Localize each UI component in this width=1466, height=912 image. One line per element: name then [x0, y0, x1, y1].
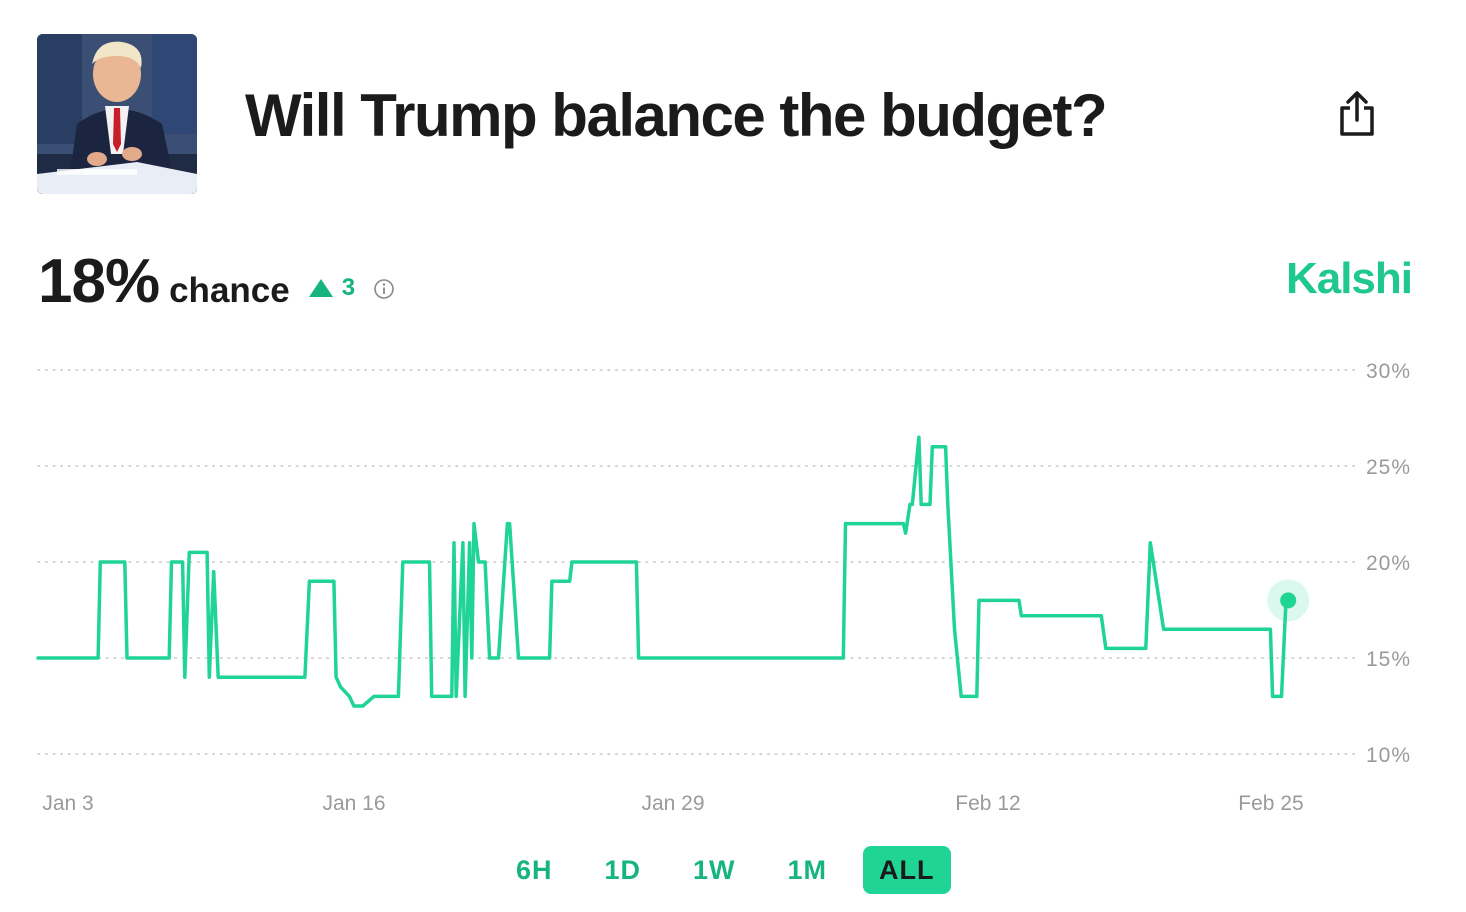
tab-6h[interactable]: 6H	[516, 855, 553, 885]
timeframe-tabs: 6H 1D 1W 1M ALL	[500, 846, 951, 894]
x-tick-label: Jan 3	[42, 792, 93, 815]
up-triangle-icon	[308, 279, 333, 297]
market-title: Will Trump balance the budget?	[245, 82, 1108, 149]
y-tick-label: 20%	[1366, 552, 1411, 575]
x-tick-label: Feb 12	[955, 792, 1020, 815]
market-photo	[37, 34, 197, 194]
x-tick-label: Jan 29	[641, 792, 704, 815]
y-tick-label: 30%	[1366, 360, 1411, 383]
probability-value: 18%	[38, 247, 160, 316]
info-icon	[374, 279, 394, 299]
y-tick-label: 25%	[1366, 456, 1411, 479]
source-brand: Kalshi	[1285, 254, 1413, 303]
x-tick-label: Feb 25	[1238, 792, 1303, 815]
tab-1d[interactable]: 1D	[604, 855, 642, 885]
probability-row: 18% chance 3	[38, 246, 395, 318]
change-value: 3	[341, 274, 356, 301]
market-thumbnail	[37, 34, 197, 194]
probability-chart: 30% 25% 20% 15% 10% Jan 3 Jan 16 Jan 29 Feb 12 F…	[36, 360, 1411, 815]
last-point-marker[interactable]	[1280, 592, 1297, 609]
y-tick-label: 15%	[1366, 648, 1411, 671]
y-tick-label: 10%	[1366, 744, 1411, 767]
tab-1w[interactable]: 1W	[693, 855, 736, 885]
tab-all[interactable]: ALL	[863, 846, 951, 894]
info-button[interactable]	[373, 278, 395, 305]
chance-label: chance	[169, 271, 290, 310]
share-icon	[1340, 91, 1374, 136]
share-button[interactable]	[1336, 88, 1378, 140]
series-line-yes	[36, 435, 1290, 708]
change-indicator: 3	[308, 274, 355, 302]
tab-1m[interactable]: 1M	[787, 855, 828, 885]
x-tick-label: Jan 16	[322, 792, 385, 815]
